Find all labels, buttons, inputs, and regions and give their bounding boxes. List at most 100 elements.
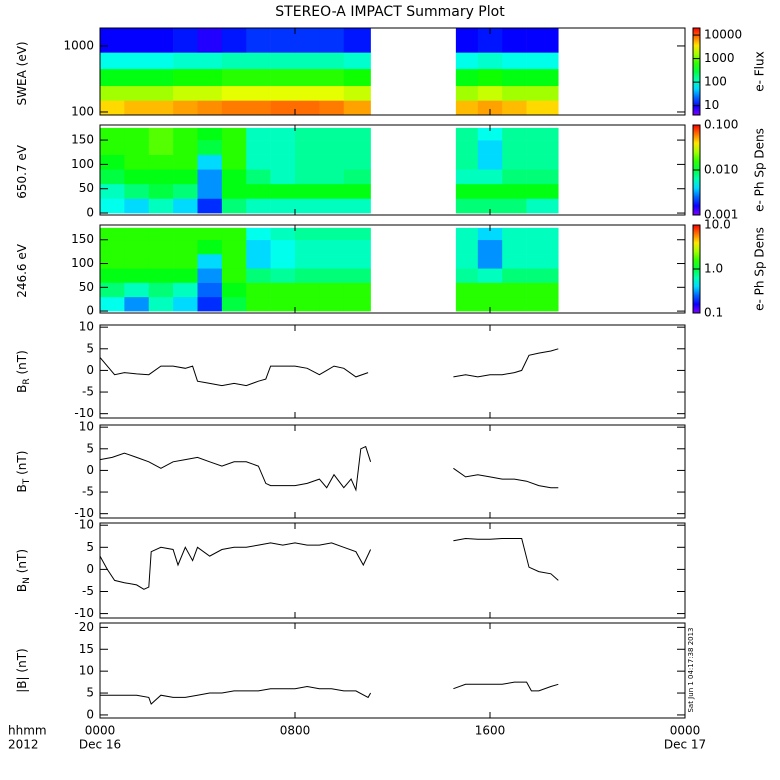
y-axis-label-unit: (nT) <box>15 350 29 374</box>
heatmap-cell <box>197 68 223 87</box>
heatmap-cell <box>100 154 125 170</box>
y-tick-label: 5 <box>86 686 94 700</box>
y-tick-label: -5 <box>82 584 94 598</box>
heatmap-cell <box>221 85 247 101</box>
heatmap-cell <box>221 100 247 116</box>
heatmap-cell <box>197 127 223 141</box>
heatmap-cell <box>526 227 559 241</box>
heatmap-cell <box>295 127 320 141</box>
heatmap-cell <box>221 183 247 199</box>
heatmap-cell <box>124 282 150 298</box>
heatmap-cell <box>477 68 503 87</box>
heatmap-cell <box>319 183 345 199</box>
colorbar-tick-label: 0.001 <box>704 208 738 222</box>
y-tick-label: 5 <box>86 441 94 455</box>
y-tick-label: 0 <box>86 707 94 721</box>
heatmap-cell <box>477 254 503 269</box>
x-axis-label: hhmm <box>8 724 47 738</box>
heatmap-cell <box>526 239 559 255</box>
y-axis-label-main: B <box>15 484 29 492</box>
heatmap-cell <box>319 140 345 155</box>
data-line <box>99 537 559 590</box>
heatmap-cell <box>455 268 479 283</box>
heatmap-cell <box>477 282 503 298</box>
y-tick-label: -10 <box>74 506 94 520</box>
heatmap-cell <box>477 100 503 116</box>
heatmap-cell <box>124 28 150 53</box>
y-axis-label-sub: N <box>22 577 32 584</box>
heatmap-cell <box>100 254 125 269</box>
heatmap-cell <box>477 198 503 214</box>
heatmap-cell <box>526 100 559 116</box>
heatmap-cell <box>173 296 198 312</box>
heatmap-cell <box>343 100 371 116</box>
heatmap-cell <box>526 140 559 155</box>
heatmap-cell <box>246 127 271 141</box>
heatmap-cell <box>455 140 479 155</box>
heatmap-cell <box>148 68 174 87</box>
panel-frame <box>99 224 686 314</box>
y-tick-label: 5 <box>86 540 94 554</box>
heatmap-cell <box>295 100 320 116</box>
y-axis-label-sub: R <box>22 378 32 384</box>
heatmap-cell <box>173 254 198 269</box>
heatmap-cell <box>246 198 271 214</box>
heatmap-cell <box>173 85 198 101</box>
heatmap-cell <box>100 282 125 298</box>
y-tick-label: 150 <box>71 133 94 147</box>
heatmap-cell <box>270 140 296 155</box>
heatmap-cell <box>148 85 174 101</box>
y-axis-label: BN (nT) <box>15 549 32 592</box>
heatmap-cell <box>526 68 559 87</box>
y-axis-label-main: 650.7 eV <box>15 144 29 199</box>
heatmap-cell <box>502 28 527 53</box>
heatmap-cell <box>270 85 296 101</box>
heatmap-cell <box>148 268 174 283</box>
heatmap-cell <box>270 100 296 116</box>
heatmap-cell <box>343 282 371 298</box>
heatmap-cell <box>526 169 559 185</box>
heatmap-cell <box>197 227 223 241</box>
heatmap-cell <box>477 268 503 283</box>
heatmap-cell <box>173 169 198 185</box>
heatmap-cell <box>526 127 559 141</box>
heatmap-cell <box>526 296 559 312</box>
heatmap-cell <box>100 140 125 155</box>
heatmap-cell <box>246 100 271 116</box>
data-line <box>99 445 559 492</box>
heatmap-cell <box>221 227 247 241</box>
y-tick-label: 10 <box>79 518 94 532</box>
heatmap-cell <box>173 100 198 116</box>
heatmap-cell <box>100 85 125 101</box>
x-tick-label: 0800 <box>280 724 311 738</box>
colorbar <box>692 27 701 116</box>
y-axis-label: BR (nT) <box>15 350 32 393</box>
heatmap-cell <box>100 100 125 116</box>
heatmap-cell <box>197 296 223 312</box>
heatmap-cell <box>197 28 223 53</box>
heatmap-cell <box>100 239 125 255</box>
heatmap-cell <box>246 254 271 269</box>
heatmap-cell <box>270 154 296 170</box>
y-tick-label: 100 <box>71 104 94 118</box>
colorbar-label: e- Ph Sp Dens <box>753 128 767 212</box>
heatmap-cell <box>477 127 503 141</box>
heatmap-cell <box>173 127 198 141</box>
heatmap-cell <box>221 198 247 214</box>
heatmap-cell <box>295 28 320 53</box>
heatmap-cell <box>455 100 479 116</box>
heatmap-cell <box>319 154 345 170</box>
heatmap-cell <box>526 183 559 199</box>
colorbar-tick-label: 0.010 <box>704 163 738 177</box>
heatmap-cell <box>502 169 527 185</box>
heatmap-cell <box>270 198 296 214</box>
heatmap-cell <box>455 183 479 199</box>
heatmap-cell <box>295 239 320 255</box>
heatmap-cell <box>502 68 527 87</box>
colorbar-tick-label: 1.0 <box>704 262 723 276</box>
heatmap-cell <box>319 68 345 87</box>
heatmap-cell <box>173 28 198 53</box>
heatmap-cell <box>477 140 503 155</box>
heatmap-cell <box>197 140 223 155</box>
heatmap-cell <box>319 296 345 312</box>
